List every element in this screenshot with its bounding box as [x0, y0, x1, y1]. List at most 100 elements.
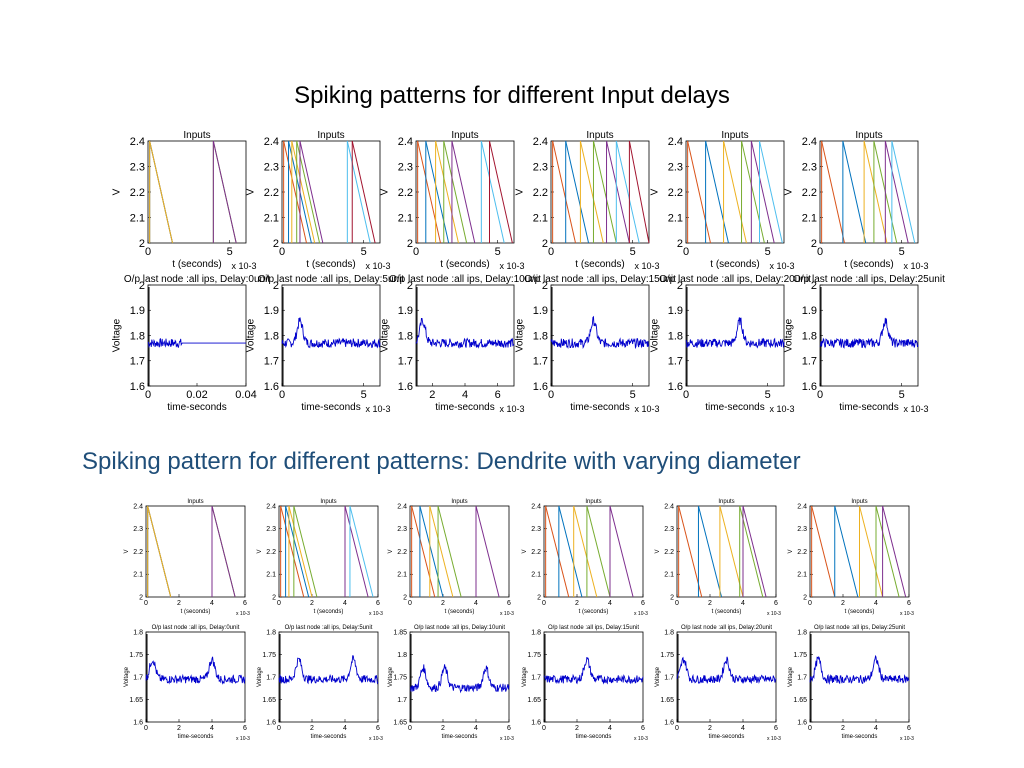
y-tick-label: 2.1 [266, 572, 276, 579]
axes-box [819, 284, 919, 387]
x-tick-label: 2 [708, 725, 712, 732]
y-tick-label: 2.2 [802, 187, 817, 199]
y-tick-label: 2.1 [133, 572, 143, 579]
x-tick-label: 4 [874, 600, 878, 607]
x-tick-label: 0 [413, 246, 419, 258]
input-ramp-line [842, 140, 867, 244]
y-tick-label: 2 [670, 594, 674, 601]
input-ramp-line [705, 140, 729, 244]
axes-box [409, 631, 510, 723]
input-ramp-line [687, 140, 711, 244]
x-axis-label: t (seconds) [579, 609, 609, 615]
x-tick-label: 2 [441, 600, 445, 607]
y-tick-label: 1.7 [133, 674, 143, 681]
y-tick-label: 2.1 [130, 212, 145, 224]
input-ramp-line [411, 505, 436, 598]
panel-title: O/p last node :all ips, Delay:5unit [258, 274, 404, 285]
y-tick-label: 1.65 [660, 697, 674, 704]
axes-box [809, 631, 910, 723]
x-tick-label: 4 [608, 725, 612, 732]
y-tick-label: 1.8 [264, 330, 279, 342]
y-tick-label: 2.2 [133, 549, 143, 556]
y-tick-label: 1.6 [668, 381, 683, 393]
y-axis-label: Voltage [788, 666, 794, 687]
input-ramp-line [615, 140, 640, 244]
y-tick-label: 1.7 [664, 674, 674, 681]
x-multiplier-label: x 10-3 [369, 611, 383, 617]
x-tick-label: 4 [343, 725, 347, 732]
x-tick-label: 0 [144, 600, 148, 607]
input-ramp-line [558, 505, 583, 598]
x-multiplier-label: x 10-3 [499, 404, 524, 414]
y-axis-label: Voltage [783, 318, 794, 352]
y-tick-label: 1.6 [802, 381, 817, 393]
x-tick-label: 2 [177, 725, 181, 732]
y-tick-label: 1.6 [531, 719, 541, 726]
input-ramp-line [821, 140, 845, 244]
x-axis-label: time-seconds [842, 734, 878, 740]
input-ramp-line [349, 505, 374, 598]
axes-box [278, 631, 379, 723]
y-tick-label: 1.6 [133, 719, 143, 726]
y-tick-label: 2.4 [133, 503, 143, 510]
input-ramp-line [475, 505, 500, 598]
input-ramp-line [451, 140, 476, 244]
input-ramp-line [425, 140, 450, 244]
y-tick-label: 2.4 [664, 503, 674, 510]
y-tick-label: 2 [139, 238, 145, 250]
x-tick-label: 0 [277, 600, 281, 607]
y-tick-label: 2.2 [664, 549, 674, 556]
output-voltage-trace [543, 656, 644, 685]
axes-box [543, 505, 644, 598]
x-tick-label: 6 [243, 725, 247, 732]
y-tick-label: 2.4 [397, 503, 407, 510]
x-tick-label: 0 [279, 389, 285, 401]
input-ramp-line [299, 140, 324, 244]
x-tick-label: 0 [144, 725, 148, 732]
y-tick-label: 1.9 [264, 305, 279, 317]
y-tick-label: 1.65 [262, 697, 276, 704]
y-tick-label: 2.4 [398, 136, 413, 148]
x-multiplier-label: x 10-3 [900, 611, 914, 617]
x-multiplier-label: x 10-3 [634, 404, 659, 414]
y-tick-label: 2 [677, 238, 683, 250]
x-multiplier-label: x 10-3 [767, 611, 781, 617]
y-tick-label: 2 [811, 238, 817, 250]
x-tick-label: 0 [408, 725, 412, 732]
y-axis-label: Voltage [514, 318, 525, 352]
panel-title: Inputs [721, 130, 748, 141]
x-axis-label: t (seconds) [440, 259, 489, 270]
input-ramp-line [211, 505, 236, 598]
panel-title: Inputs [317, 130, 344, 141]
y-tick-label: 2.1 [397, 572, 407, 579]
y-axis-label: V [514, 188, 525, 195]
x-axis-label: time-seconds [311, 734, 347, 740]
y-tick-label: 2.1 [797, 572, 807, 579]
x-tick-label: 2 [708, 600, 712, 607]
output-voltage-trace [281, 317, 381, 349]
y-axis-label: Voltage [522, 666, 528, 687]
y-tick-label: 1.9 [398, 305, 413, 317]
x-tick-label: 4 [474, 600, 478, 607]
panel-title: Inputs [451, 130, 478, 141]
axes-box [145, 631, 246, 723]
y-tick-label: 1.65 [527, 697, 541, 704]
y-tick-label: 2.4 [266, 503, 276, 510]
y-tick-label: 2 [537, 594, 541, 601]
axes-box [147, 284, 247, 387]
x-axis-label: t (seconds) [181, 609, 211, 615]
x-tick-label: 2 [841, 600, 845, 607]
input-ramp-line [283, 140, 307, 244]
x-tick-label: 4 [608, 600, 612, 607]
y-tick-label: 1.8 [797, 629, 807, 636]
x-multiplier-label: x 10-3 [900, 736, 914, 742]
axes-box [409, 505, 510, 598]
x-axis-label: t (seconds) [306, 259, 355, 270]
x-multiplier-label: x 10-3 [236, 736, 250, 742]
bottom-outputs-panel-1: O/p last node :all ips, Delay:0unit 1.6 1.… [124, 625, 250, 742]
y-tick-label: 2.1 [531, 572, 541, 579]
panel-title: Inputs [451, 499, 467, 505]
axes-box [147, 140, 247, 244]
